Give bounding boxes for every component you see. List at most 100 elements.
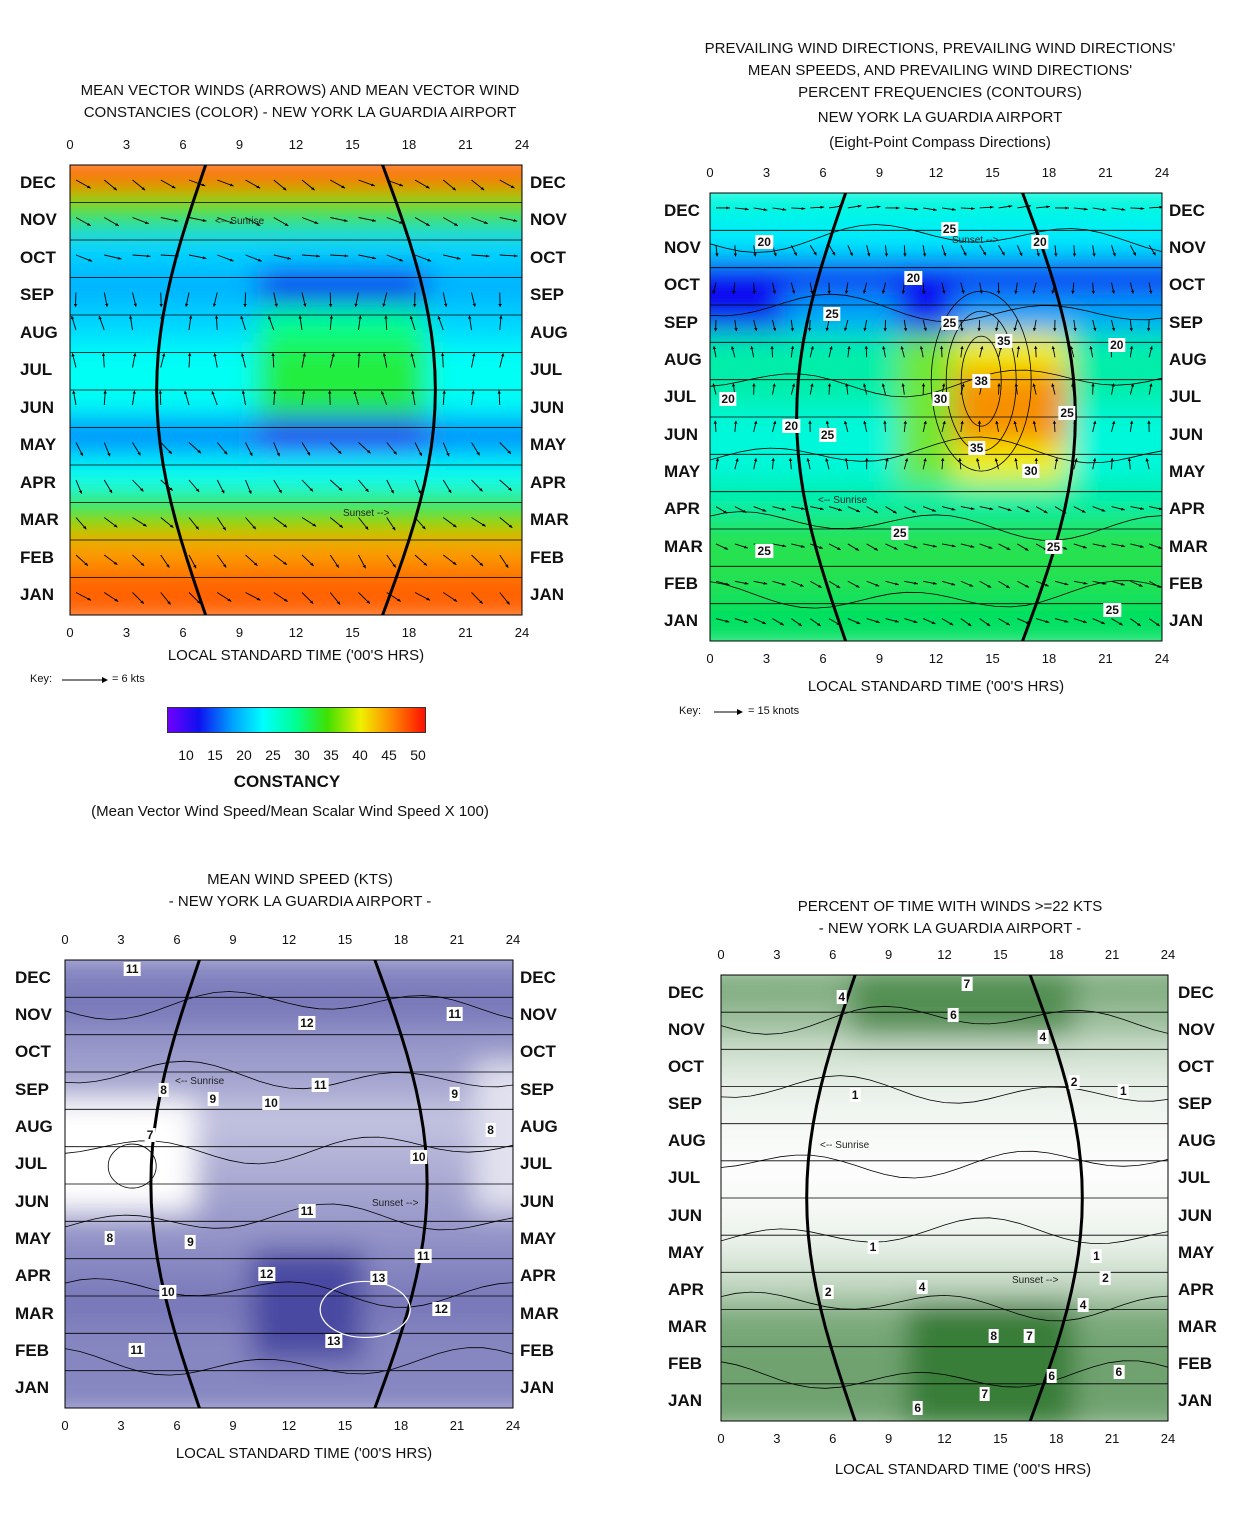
month-label: JUL bbox=[1178, 1168, 1211, 1188]
wind-arrow-head bbox=[892, 510, 897, 514]
wind-arrow-head bbox=[881, 290, 886, 294]
wind-arrow-head bbox=[84, 562, 88, 566]
wind-arrow-head bbox=[856, 509, 861, 513]
contour-line bbox=[721, 1291, 1168, 1322]
wind-arrow-head bbox=[222, 564, 227, 568]
wind-arrow-head bbox=[1111, 420, 1116, 425]
title-line: PERCENT OF TIME WITH WINDS >=22 KTS bbox=[797, 898, 1103, 915]
wind-arrow-head bbox=[951, 507, 956, 511]
sunset-curve bbox=[1028, 975, 1084, 1421]
wind-arrow-head bbox=[980, 346, 984, 350]
wind-arrow-head bbox=[922, 253, 927, 257]
hour-tick-label: 12 bbox=[281, 932, 297, 947]
wind-arrow-head bbox=[306, 452, 310, 456]
contour-label: 8 bbox=[485, 1123, 496, 1138]
month-label: AUG bbox=[1169, 350, 1207, 369]
title-line: MEAN WIND SPEED (KTS) bbox=[207, 871, 393, 888]
wind-arrow-head bbox=[113, 561, 118, 565]
hour-tick-label: 12 bbox=[288, 137, 304, 152]
wind-arrow-head bbox=[183, 390, 188, 395]
wind-arrow-head bbox=[357, 353, 361, 357]
wind-arrow-head bbox=[713, 328, 718, 332]
title-line: PREVAILING WIND DIRECTIONS, PREVAILING W… bbox=[704, 40, 1176, 57]
wind-arrow-head bbox=[1045, 620, 1050, 623]
title-line: PERCENT FREQUENCIES (CONTOURS) bbox=[798, 84, 1082, 101]
wind-arrow-head bbox=[113, 524, 118, 528]
wind-arrow-head bbox=[1034, 346, 1038, 350]
contour-label: 6 bbox=[1113, 1364, 1125, 1379]
month-label: MAR bbox=[668, 1317, 707, 1337]
month-label: JUL bbox=[1169, 387, 1202, 407]
wind-arrow-head bbox=[201, 183, 206, 187]
wind-arrow-head bbox=[901, 383, 905, 387]
wind-arrow-head bbox=[781, 507, 786, 511]
wind-arrow-head bbox=[353, 391, 357, 395]
contour-label: 9 bbox=[449, 1087, 461, 1102]
wind-arrow-head bbox=[1032, 383, 1036, 387]
wind-arrow-head bbox=[772, 290, 776, 294]
plot-svg bbox=[709, 192, 1163, 642]
hour-tick-label: 18 bbox=[1049, 1431, 1064, 1446]
wind-arrow-head bbox=[1121, 544, 1126, 548]
wind-arrow-head bbox=[426, 597, 431, 601]
wind-arrow-head bbox=[82, 526, 87, 530]
wind-arrow-head bbox=[453, 598, 458, 602]
hour-tick-label: 6 bbox=[819, 165, 827, 180]
wind-arrow-head bbox=[1110, 458, 1114, 462]
wind-arrow-head bbox=[310, 187, 315, 191]
wind-arrow-head bbox=[213, 353, 217, 357]
month-label: SEP bbox=[1169, 312, 1204, 332]
wind-arrow-head bbox=[790, 346, 795, 350]
hour-tick-label: 6 bbox=[173, 1418, 181, 1433]
contour-label: 2 bbox=[822, 1284, 834, 1299]
wind-arrow-head bbox=[813, 252, 817, 256]
sunrise-label: <-- Sunrise bbox=[820, 1140, 870, 1151]
key-label: Key: bbox=[679, 705, 702, 717]
wind-arrow-head bbox=[425, 223, 430, 226]
month-label: FEB bbox=[664, 574, 698, 593]
wind-arrow-head bbox=[922, 290, 926, 294]
wind-arrow-head bbox=[726, 206, 730, 210]
wind-arrow-head bbox=[409, 316, 414, 320]
wind-arrow-head bbox=[343, 219, 348, 222]
wind-arrow-head bbox=[508, 487, 512, 491]
wind-arrow-head bbox=[1064, 582, 1069, 586]
month-label: MAR bbox=[20, 510, 59, 530]
wind-arrow-head bbox=[752, 290, 756, 294]
chart-title-vector-winds: MEAN VECTOR WINDS (ARROWS) AND MEAN VECT… bbox=[40, 80, 560, 124]
wind-arrow-head bbox=[883, 420, 887, 424]
wind-arrow-head bbox=[483, 221, 488, 224]
wind-arrow-head bbox=[734, 328, 738, 332]
wind-arrow-head bbox=[396, 598, 401, 602]
wind-arrow-head bbox=[820, 205, 825, 209]
month-label: SEP bbox=[664, 312, 699, 332]
contour-label: 6 bbox=[912, 1400, 924, 1415]
wind-arrow-head bbox=[836, 585, 841, 589]
wind-arrow-head bbox=[754, 327, 758, 331]
wind-arrow-head bbox=[253, 562, 258, 566]
wind-arrow-head bbox=[241, 390, 246, 394]
sunrise-curve bbox=[155, 165, 208, 615]
wind-arrow-head bbox=[969, 583, 974, 587]
wind-arrow-head bbox=[960, 420, 964, 424]
wind-arrow-head bbox=[344, 254, 349, 258]
month-label: NOV bbox=[1169, 238, 1206, 257]
contour-label: 38 bbox=[972, 374, 990, 389]
hour-tick-label: 12 bbox=[281, 1418, 297, 1433]
wind-arrow-head bbox=[1054, 458, 1059, 462]
wind-arrow-head bbox=[88, 258, 93, 262]
wind-arrow-head bbox=[161, 353, 166, 357]
contour-line bbox=[710, 369, 1162, 398]
wind-arrow-head bbox=[114, 223, 119, 226]
contour-label: 13 bbox=[325, 1333, 343, 1348]
month-label: NOV bbox=[668, 1019, 705, 1039]
contour-line bbox=[721, 1360, 1168, 1389]
hour-tick-label: 6 bbox=[179, 625, 187, 640]
wind-arrow-head bbox=[336, 601, 341, 605]
hour-tick-label: 0 bbox=[61, 932, 69, 947]
wind-arrow-head bbox=[337, 450, 342, 454]
wind-arrow-head bbox=[372, 256, 376, 260]
wind-arrow-head bbox=[971, 207, 975, 210]
wind-arrow-head bbox=[456, 256, 461, 260]
wind-arrow-head bbox=[70, 316, 75, 320]
